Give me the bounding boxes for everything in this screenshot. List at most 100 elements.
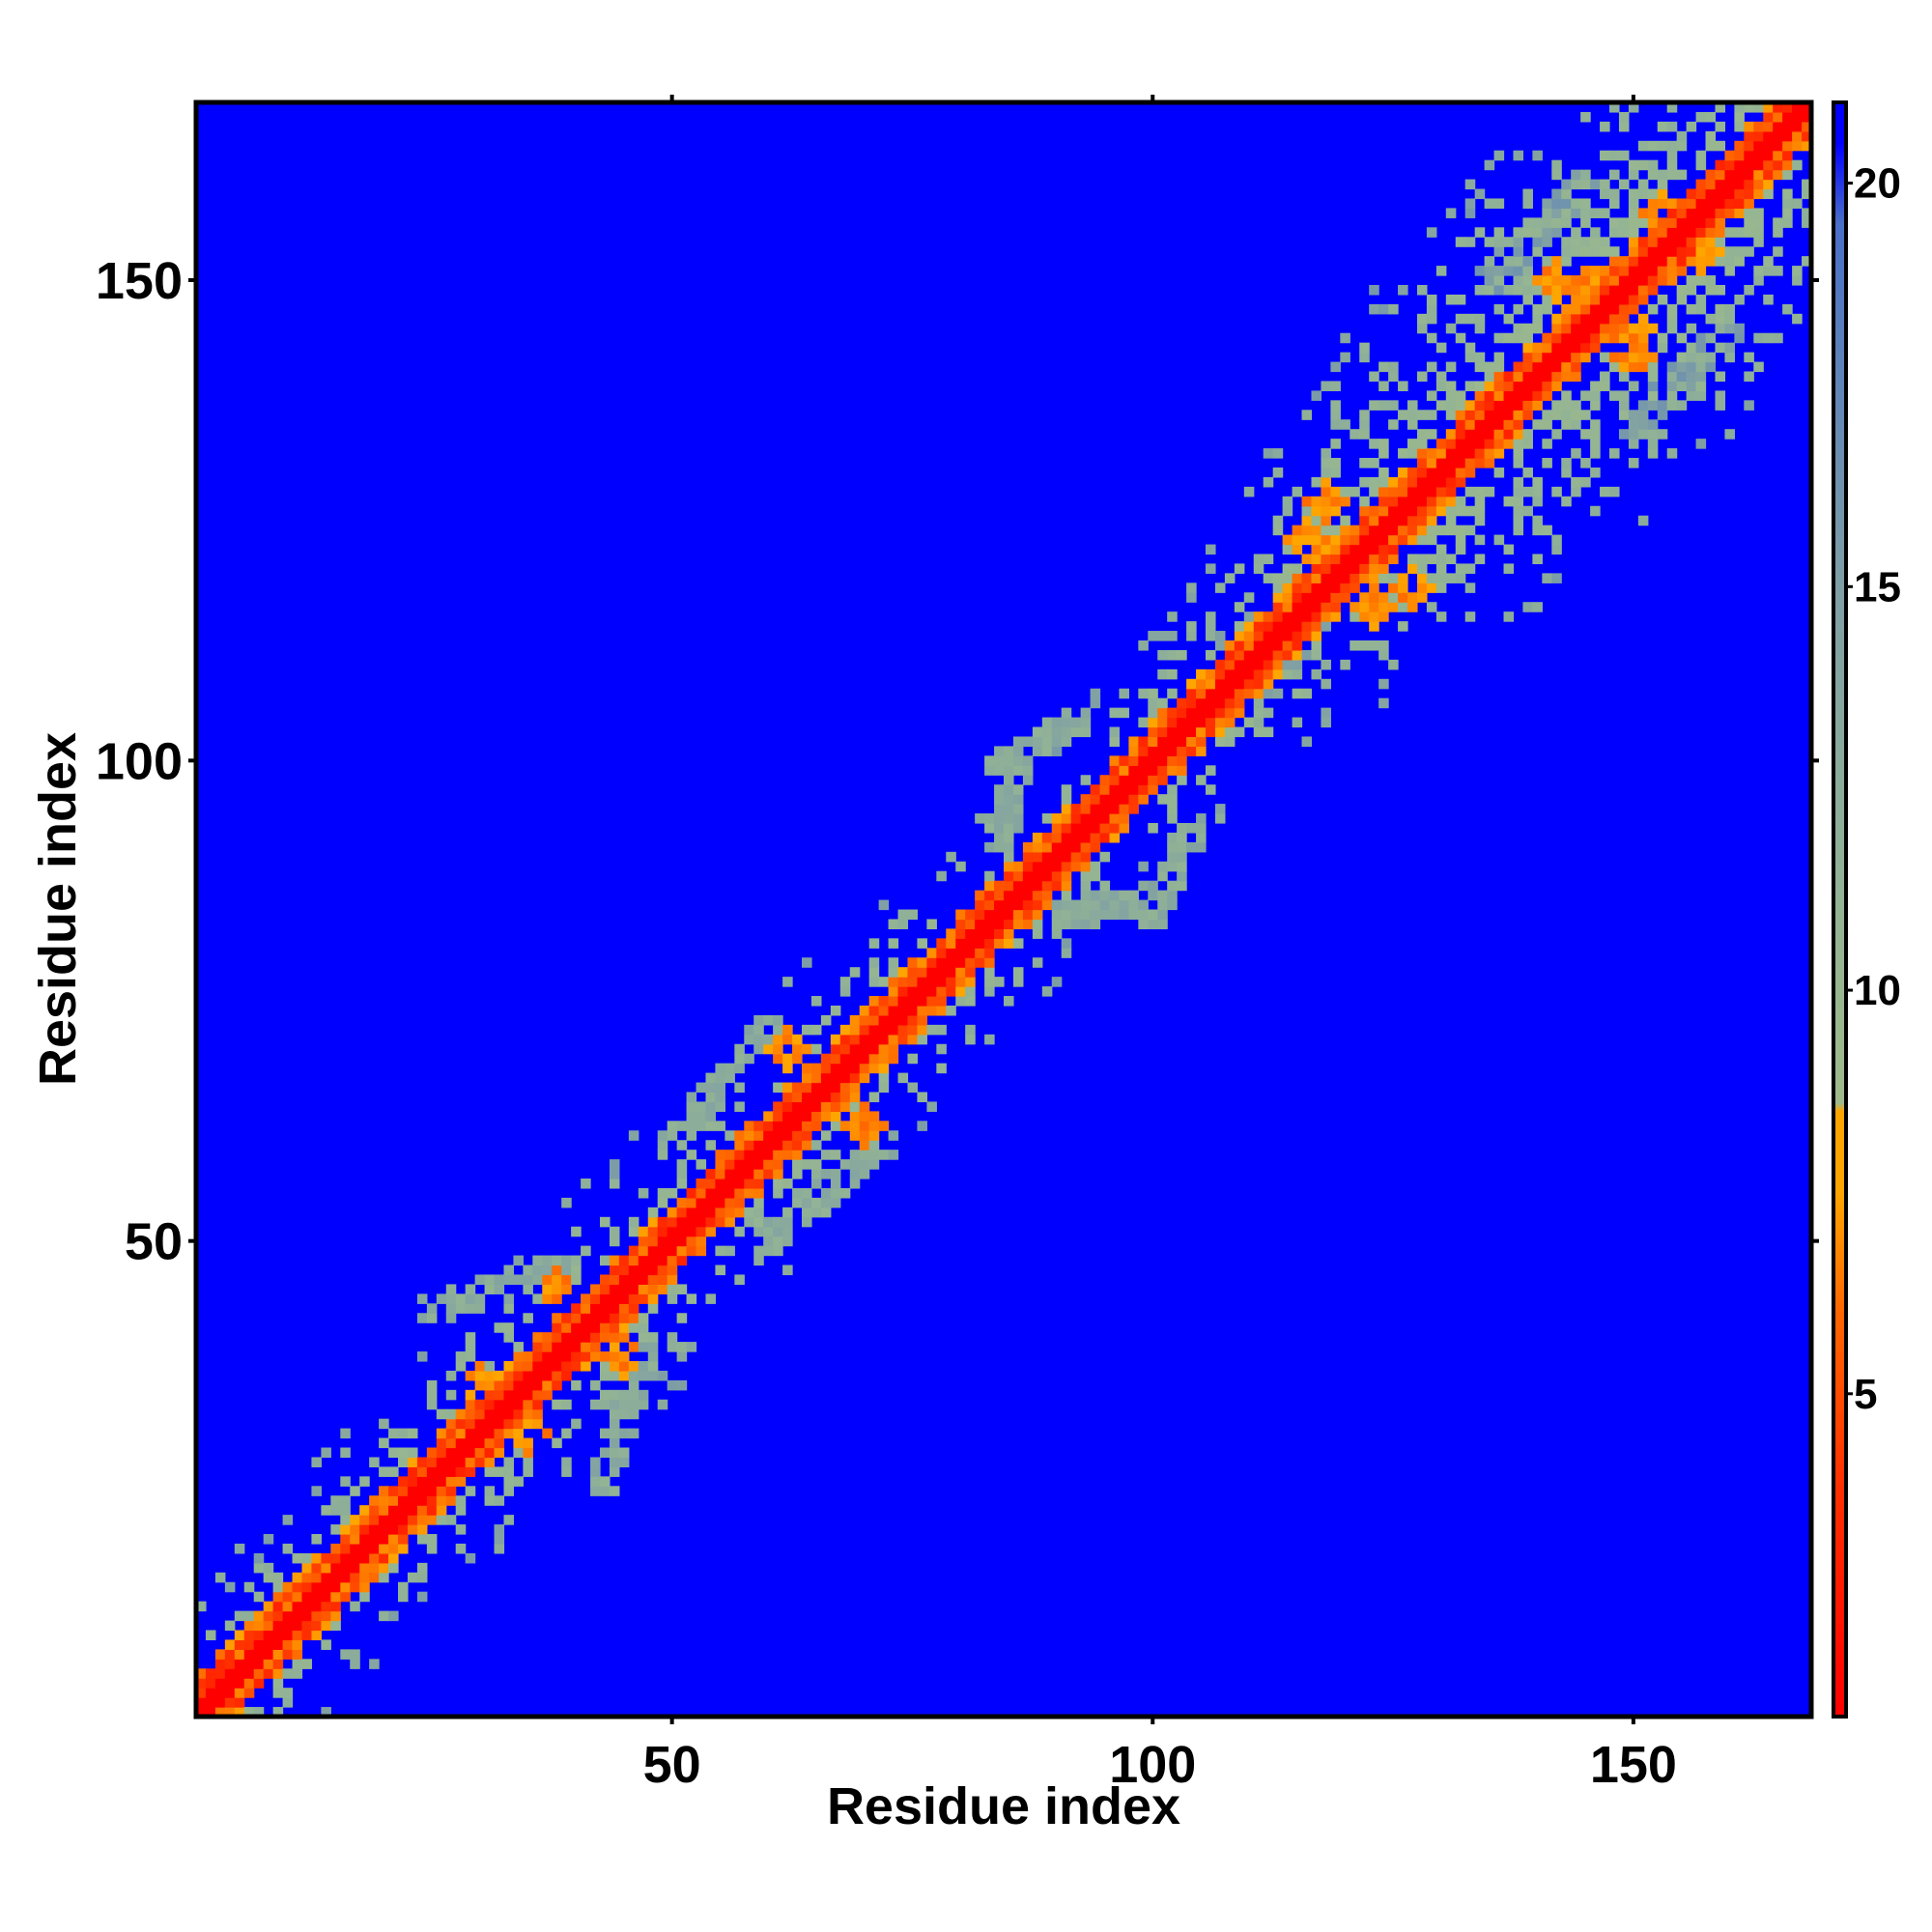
heatmap-cell xyxy=(1119,765,1129,776)
heatmap-cell xyxy=(398,1524,409,1535)
heatmap-cell xyxy=(1263,640,1274,651)
heatmap-cell xyxy=(1542,332,1552,344)
heatmap-cell xyxy=(407,1572,418,1583)
heatmap-cell xyxy=(715,1197,725,1208)
heatmap-cell xyxy=(350,1524,360,1535)
heatmap-cell xyxy=(1234,659,1245,670)
heatmap-cell xyxy=(398,1476,409,1487)
heatmap-cell xyxy=(955,861,966,872)
heatmap-cell xyxy=(1686,381,1697,391)
heatmap-cell xyxy=(1292,668,1303,680)
heatmap-cell xyxy=(1580,237,1591,247)
heatmap-cell xyxy=(618,1351,630,1362)
heatmap-cell xyxy=(686,1197,697,1208)
heatmap-cell xyxy=(792,1101,803,1112)
heatmap-cell xyxy=(1263,649,1274,661)
heatmap-cell xyxy=(1571,227,1581,238)
heatmap-cell xyxy=(426,1476,438,1487)
heatmap-cell xyxy=(1224,573,1236,583)
heatmap-cell xyxy=(1416,439,1428,449)
heatmap-cell xyxy=(1484,237,1495,247)
heatmap-cell xyxy=(465,1332,476,1343)
heatmap-cell xyxy=(647,1236,659,1247)
heatmap-cell xyxy=(1484,381,1495,391)
heatmap-cell xyxy=(1715,284,1726,296)
heatmap-cell xyxy=(1350,554,1360,565)
heatmap-cell xyxy=(878,1043,890,1055)
heatmap-cell xyxy=(282,1688,294,1698)
heatmap-cell xyxy=(1224,726,1236,738)
heatmap-cell xyxy=(1753,266,1764,276)
heatmap-cell xyxy=(1571,361,1581,373)
heatmap-cell xyxy=(445,1447,457,1459)
heatmap-cell xyxy=(532,1264,543,1276)
heatmap-cell xyxy=(1398,486,1408,497)
heatmap-cell xyxy=(1464,458,1476,469)
heatmap-cell xyxy=(1340,515,1350,526)
heatmap-cell xyxy=(1647,275,1659,286)
heatmap-cell xyxy=(1600,208,1610,218)
heatmap-cell xyxy=(253,1562,265,1574)
heatmap-cell xyxy=(1051,861,1063,872)
heatmap-cell xyxy=(1051,899,1063,911)
heatmap-cell xyxy=(263,1562,274,1574)
heatmap-cell xyxy=(744,1121,754,1131)
heatmap-cell xyxy=(1551,208,1562,218)
heatmap-cell xyxy=(1637,246,1649,257)
heatmap-cell xyxy=(1426,602,1437,612)
heatmap-cell xyxy=(1792,159,1803,171)
heatmap-cell xyxy=(1542,266,1552,276)
heatmap-cell xyxy=(763,1245,774,1257)
heatmap-cell xyxy=(1705,237,1717,247)
heatmap-cell xyxy=(426,1466,438,1477)
heatmap-cell xyxy=(1464,429,1476,440)
heatmap-cell xyxy=(379,1562,389,1574)
heatmap-cell xyxy=(1666,323,1678,334)
heatmap-cell xyxy=(1157,794,1168,805)
heatmap-cell xyxy=(1177,765,1187,776)
heatmap-cell xyxy=(1167,841,1178,853)
heatmap-cell xyxy=(272,1639,284,1650)
heatmap-cell xyxy=(802,1207,812,1218)
heatmap-cell xyxy=(1657,169,1668,181)
heatmap-cell xyxy=(513,1399,524,1410)
heatmap-cell xyxy=(350,1543,360,1554)
heatmap-cell xyxy=(1099,880,1111,892)
heatmap-cell xyxy=(1378,649,1389,661)
heatmap-cell xyxy=(1628,159,1639,171)
heatmap-cell xyxy=(1657,227,1668,238)
heatmap-cell xyxy=(1493,467,1505,478)
heatmap-cell xyxy=(1647,390,1659,401)
heatmap-cell xyxy=(965,957,976,968)
heatmap-cell xyxy=(1350,563,1360,574)
heatmap-cell xyxy=(1666,150,1678,161)
heatmap-cell xyxy=(676,1313,688,1323)
heatmap-cell xyxy=(917,996,927,1007)
heatmap-cell xyxy=(1628,188,1639,200)
heatmap-cell xyxy=(1792,198,1803,210)
heatmap-cell xyxy=(859,1101,870,1112)
heatmap-cell xyxy=(581,1293,591,1304)
heatmap-cell xyxy=(1321,582,1331,593)
heatmap-cell xyxy=(1609,448,1620,459)
heatmap-cell xyxy=(705,1187,717,1199)
heatmap-cell xyxy=(359,1543,370,1554)
heatmap-cell xyxy=(1609,361,1620,373)
heatmap-cell xyxy=(552,1360,562,1372)
heatmap-cell xyxy=(1435,381,1447,391)
heatmap-cell xyxy=(1618,410,1630,420)
heatmap-cell xyxy=(839,1043,851,1055)
heatmap-cell xyxy=(1744,208,1754,218)
heatmap-cell xyxy=(1272,573,1284,583)
heatmap-cell xyxy=(1600,150,1610,161)
heatmap-cell xyxy=(1282,649,1293,661)
heatmap-cell xyxy=(455,1351,467,1362)
heatmap-cell xyxy=(272,1601,284,1612)
heatmap-cell xyxy=(1157,755,1168,766)
heatmap-cell xyxy=(1369,486,1379,497)
heatmap-cell xyxy=(426,1389,438,1401)
heatmap-cell xyxy=(1148,755,1158,766)
heatmap-cell xyxy=(224,1707,236,1718)
heatmap-cell xyxy=(753,1255,764,1266)
heatmap-cell xyxy=(1628,439,1639,449)
